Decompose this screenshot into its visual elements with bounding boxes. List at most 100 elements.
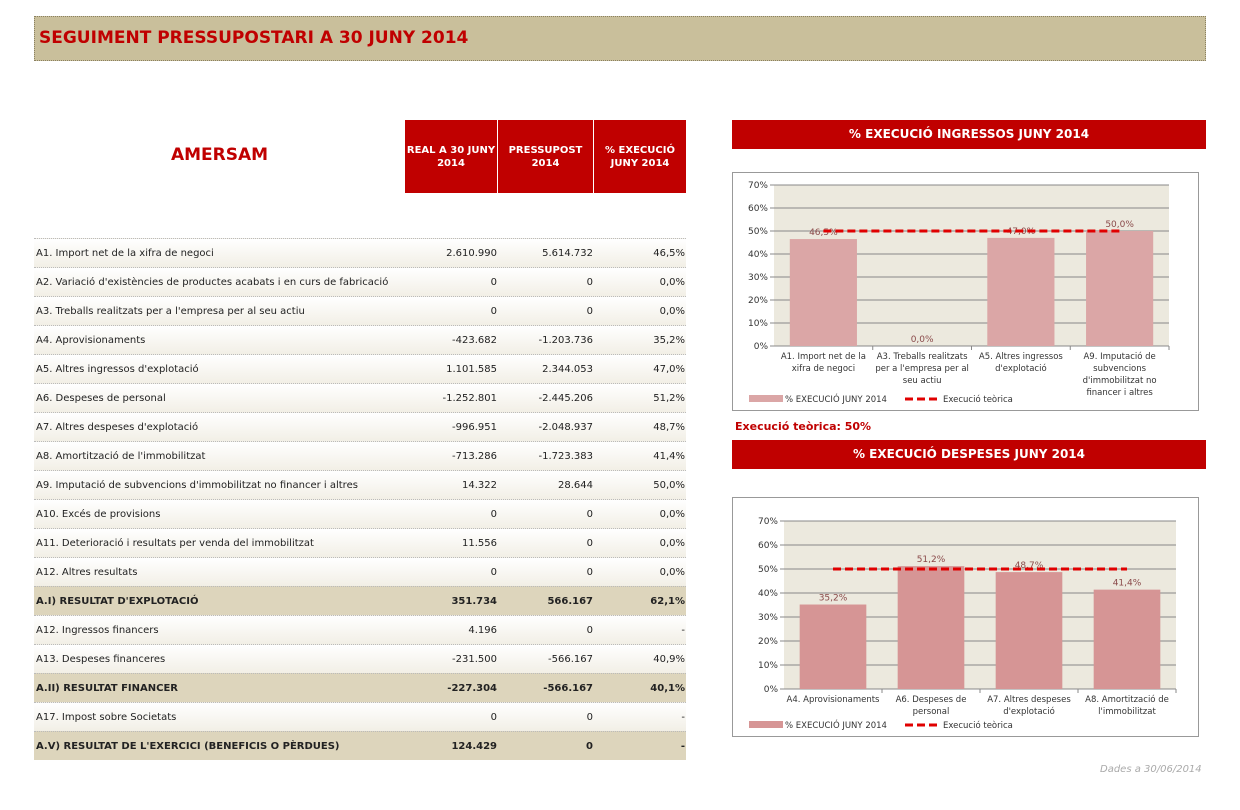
legend-label: % EXECUCIÓ JUNY 2014 [785,393,887,405]
row-pct: 0,0% [659,276,685,288]
row-real: 0 [490,508,497,520]
x-tick-label: A3. Treballs realitzats [877,352,968,362]
row-real: -996.951 [452,421,497,433]
row-real: 0 [490,566,497,578]
table-row: A3. Treballs realitzats per a l'empresa … [34,296,686,325]
row-budget: 28.644 [558,479,593,491]
table-row: A9. Imputació de subvencions d'immobilit… [34,470,686,499]
legend-label: % EXECUCIÓ JUNY 2014 [785,719,887,731]
table-row: A1. Import net de la xifra de negoci 2.61… [34,238,686,267]
x-tick-label: d'explotació [995,363,1047,374]
row-budget: 0 [586,305,593,317]
row-pct: 46,5% [653,247,685,259]
row-label: A6. Despeses de personal [36,392,166,404]
y-tick-label: 70% [758,517,778,527]
row-budget: -566.167 [543,682,593,694]
y-tick-label: 10% [748,319,768,329]
table-row: A4. Aprovisionaments -423.682 -1.203.736 35… [34,325,686,354]
chart-title-income: % EXECUCIÓ INGRESSOS JUNY 2014 [732,120,1206,149]
row-pct: 40,9% [653,653,685,665]
bar [799,604,867,689]
row-pct: - [681,624,685,636]
y-tick-label: 20% [758,637,778,647]
y-tick-label: 40% [758,589,778,599]
row-label: A7. Altres despeses d'explotació [36,421,199,433]
company-name: AMERSAM [170,145,269,165]
row-real: 124.429 [451,740,497,752]
x-tick-label: seu actiu [903,376,942,386]
data-label: 0,0% [911,335,934,345]
table-row: A6. Despeses de personal -1.252.801 -2.445… [34,383,686,412]
data-label: 35,2% [819,594,848,604]
y-tick-label: 0% [754,342,769,352]
x-tick-label: l'immobilitzat [1098,707,1156,717]
row-pct: 40,1% [650,682,685,694]
row-label: A.II) RESULTAT FINANCER [36,682,178,694]
data-date: Dades a 30/06/2014 [1100,764,1202,775]
table-row: A7. Altres despeses d'explotació -996.951… [34,412,686,441]
row-budget: 0 [586,276,593,288]
row-budget: 566.167 [547,595,593,607]
title-bar: SEGUIMENT PRESSUPOSTARI A 30 JUNY 2014 [34,16,1206,61]
table-row: A8. Amortització de l'immobilitzat -713.2… [34,441,686,470]
row-real: 0 [490,276,497,288]
row-real: 2.610.990 [446,247,497,259]
x-tick-label: d'immobilitzat no [1083,376,1157,386]
x-tick-label: A7. Altres despeses [987,695,1071,705]
row-label: A9. Imputació de subvencions d'immobilit… [36,479,358,491]
x-tick-label: xifra de negoci [792,364,855,374]
page-title: SEGUIMENT PRESSUPOSTARI A 30 JUNY 2014 [39,28,469,48]
row-pct: 0,0% [659,305,685,317]
row-budget: 2.344.053 [542,363,593,375]
row-real: 0 [490,305,497,317]
table-row: A.II) RESULTAT FINANCER -227.304 -566.167 4… [34,673,686,702]
row-budget: 0 [586,740,593,752]
row-budget: -566.167 [548,653,593,665]
x-tick-label: A4. Aprovisionaments [787,695,881,705]
bar [1093,589,1161,689]
row-label: A12. Altres resultats [36,566,138,578]
bar [897,566,965,689]
budget-table: A1. Import net de la xifra de negoci 2.61… [34,238,686,760]
row-label: A12. Ingressos financers [36,624,159,636]
legend-label: Execució teòrica [943,394,1013,405]
table-row: A17. Impost sobre Societats 0 0 - [34,702,686,731]
row-label: A11. Deterioració i resultats per venda … [36,537,314,549]
y-tick-label: 60% [748,204,768,214]
chart-income: 0% 10% 20% 30% 40% 50% 60% 70% 46,5% A1. Import n… [732,172,1199,411]
x-tick-label: A1. Import net de la [781,352,866,362]
x-tick-label: A9. Imputació de [1083,351,1155,362]
y-tick-label: 30% [748,273,768,283]
row-real: -1.252.801 [442,392,497,404]
data-label: 41,4% [1113,579,1142,589]
x-tick-label: per a l'empresa per al [875,364,969,374]
row-budget: -1.723.383 [538,450,593,462]
row-label: A13. Despeses financeres [36,653,166,665]
x-tick-label: A6. Despeses de [896,695,967,705]
legend-swatch-bar [749,395,783,402]
data-label: 46,5% [809,228,838,238]
y-tick-label: 40% [748,250,768,260]
row-pct: 0,0% [659,537,685,549]
table-row: A5. Altres ingressos d'explotació 1.101.5… [34,354,686,383]
row-real: 14.322 [462,479,497,491]
row-label: A10. Excés de provisions [36,508,161,520]
row-pct: 51,2% [653,392,685,404]
data-label: 51,2% [917,555,946,565]
table-row: A12. Ingressos financers 4.196 0 - [34,615,686,644]
row-label: A3. Treballs realitzats per a l'empresa … [36,305,305,317]
table-row: A12. Altres resultats 0 0 0,0% [34,557,686,586]
x-tick-label: personal [913,707,950,717]
row-budget: -2.048.937 [538,421,593,433]
row-pct: 0,0% [659,508,685,520]
row-budget: 5.614.732 [542,247,593,259]
row-label: A4. Aprovisionaments [36,334,146,346]
x-tick-label: A5. Altres ingressos [979,352,1064,362]
table-row: A13. Despeses financeres -231.500 -566.167… [34,644,686,673]
bar [995,572,1063,689]
table-row: A10. Excés de provisions 0 0 0,0% [34,499,686,528]
x-tick-label: subvencions [1093,364,1146,374]
row-pct: 41,4% [653,450,685,462]
row-label: A1. Import net de la xifra de negoci [36,247,214,259]
row-real: -227.304 [447,682,497,694]
